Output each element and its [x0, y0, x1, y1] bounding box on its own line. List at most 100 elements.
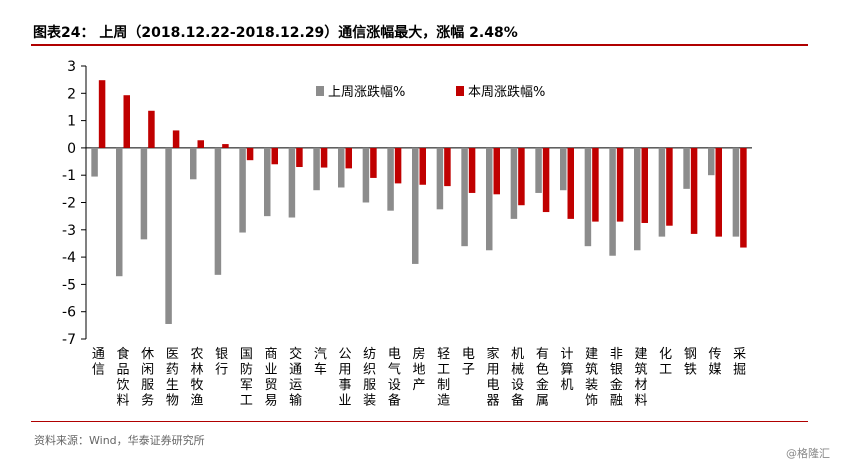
legend-label-this-week: 本周涨跌幅% — [468, 84, 545, 100]
bar-last-week — [609, 147, 616, 256]
bar-this-week — [444, 147, 451, 187]
x-category-label: 传媒 — [708, 347, 721, 378]
bar-this-week — [172, 130, 180, 148]
bar-last-week — [190, 147, 197, 180]
watermark: @格隆汇 — [786, 447, 830, 460]
bar-this-week — [345, 147, 352, 169]
x-category-label: 医药生物 — [166, 347, 179, 409]
x-category-label: 非银金融 — [610, 347, 623, 409]
x-category-label: 采掘 — [733, 347, 746, 378]
bar-this-week — [468, 147, 476, 193]
x-category-label: 休闲服务 — [141, 347, 154, 409]
bar-this-week — [98, 80, 106, 148]
bar-last-week — [288, 147, 296, 218]
bar-last-week — [658, 147, 666, 237]
bar-last-week — [116, 147, 123, 277]
x-category-label: 通信 — [92, 347, 105, 378]
bar-last-week — [486, 147, 493, 251]
bar-this-week — [690, 147, 698, 234]
x-category-label: 建筑材料 — [634, 347, 647, 409]
bar-last-week — [708, 147, 715, 176]
x-category-label: 食品饮料 — [116, 346, 129, 409]
bar-this-week — [271, 147, 278, 165]
x-category-label: 轻工制造 — [437, 347, 450, 409]
y-tick-label: 3 — [67, 59, 76, 75]
legend-swatch-last-week — [316, 86, 324, 96]
x-axis-labels: 通信食品饮料休闲服务医药生物农林牧渔银行国防军工商业贸易交通运输汽车公用事业纺织… — [92, 346, 746, 409]
y-tick-label: -1 — [62, 168, 76, 184]
title-divider — [31, 44, 808, 46]
bar-last-week — [362, 147, 370, 203]
bar-last-week — [732, 147, 740, 237]
bar-last-week — [412, 147, 419, 264]
bar-this-week — [320, 147, 328, 168]
x-category-label: 商业贸易 — [264, 347, 277, 409]
bar-last-week — [510, 147, 518, 219]
bar-last-week — [535, 147, 542, 193]
bar-this-week — [542, 147, 550, 213]
bar-this-week — [616, 147, 624, 222]
x-category-label: 建筑装饰 — [585, 347, 598, 409]
bar-last-week — [239, 147, 246, 233]
x-category-label: 交通运输 — [289, 346, 302, 409]
bar-this-week — [518, 147, 525, 206]
bar-last-week — [584, 147, 592, 247]
x-category-label: 纺织服装 — [363, 347, 376, 409]
chart-title: 图表24： 上周（2018.12.22-2018.12.29）通信涨幅最大，涨幅… — [33, 25, 518, 41]
bar-this-week — [592, 147, 599, 222]
x-category-label: 房地产 — [412, 346, 425, 393]
y-tick-label: -5 — [62, 277, 76, 293]
bar-last-week — [140, 147, 148, 240]
x-category-label: 家用电器 — [486, 346, 499, 409]
x-category-label: 有色金属 — [536, 347, 549, 409]
bar-this-week — [493, 147, 500, 195]
bar-last-week — [634, 147, 641, 251]
y-tick-label: -3 — [62, 223, 76, 239]
x-category-label: 国防军工 — [240, 347, 253, 409]
y-axis: 3 2 1 0 -1 -2 -3 -4 -5 -6 -7 — [62, 59, 752, 348]
x-category-label: 电气设备 — [388, 347, 401, 409]
legend-label-last-week: 上周涨跌幅% — [328, 84, 405, 100]
source-note: 资料来源：Wind，华泰证券研究所 — [34, 434, 205, 447]
x-category-label: 公用事业 — [338, 347, 351, 409]
y-tick-label: -6 — [62, 305, 76, 321]
bar-this-week — [715, 147, 722, 237]
bar-last-week — [560, 147, 567, 191]
bar-this-week — [641, 147, 648, 223]
bar-last-week — [436, 147, 444, 210]
x-category-label: 农林牧渔 — [190, 347, 203, 409]
bar-chart: 3 2 1 0 -1 -2 -3 -4 -5 -6 -7 通信食品饮料休闲服务医药生物农林牧渔银行国… — [62, 59, 752, 409]
x-category-label: 计算机 — [560, 347, 573, 393]
bar-this-week — [740, 147, 747, 248]
footer-divider — [31, 421, 808, 422]
bar-this-week — [567, 147, 574, 219]
y-tick-label: 0 — [67, 141, 76, 157]
bar-this-week — [296, 147, 303, 168]
legend-swatch-this-week — [456, 86, 464, 96]
y-tick-label: -7 — [62, 332, 76, 348]
bar-last-week — [683, 147, 690, 189]
bar-this-week — [394, 147, 402, 184]
x-category-label: 机械设备 — [511, 347, 524, 409]
x-category-label: 化工 — [659, 347, 672, 378]
bar-last-week — [165, 147, 172, 324]
x-category-label: 钢铁 — [684, 347, 697, 378]
bar-last-week — [338, 147, 345, 188]
bar-this-week — [123, 95, 130, 148]
bar-this-week — [197, 140, 204, 148]
x-category-label: 银行 — [215, 347, 228, 378]
x-category-label: 电子 — [462, 347, 475, 378]
bar-last-week — [461, 147, 468, 247]
bars — [91, 80, 747, 324]
y-tick-label: 1 — [67, 114, 76, 130]
bar-last-week — [387, 147, 394, 211]
bar-this-week — [246, 147, 254, 161]
bar-last-week — [264, 147, 271, 217]
bar-this-week — [419, 147, 426, 185]
bar-last-week — [91, 147, 98, 177]
bar-last-week — [313, 147, 320, 191]
legend: 上周涨跌幅% 本周涨跌幅% — [316, 84, 545, 100]
x-category-label: 汽车 — [314, 347, 327, 378]
y-tick-label: 2 — [67, 86, 76, 102]
bar-last-week — [214, 147, 222, 275]
